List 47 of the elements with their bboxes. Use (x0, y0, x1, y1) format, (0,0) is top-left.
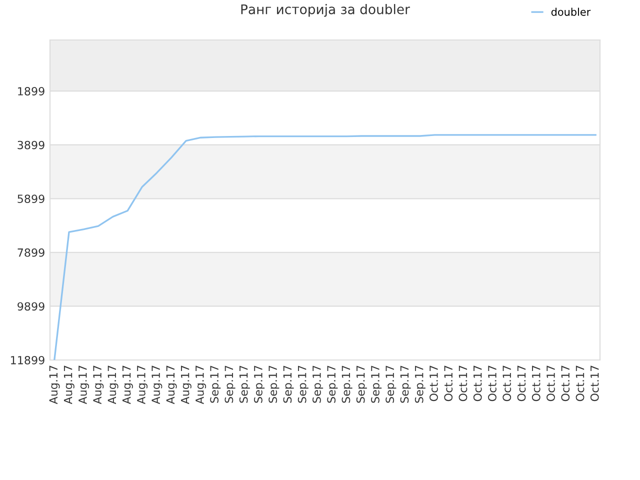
x-tick-label: Aug.17 (152, 366, 162, 404)
x-tick-label: Sep.17 (210, 366, 221, 403)
x-tick-label: Aug.17 (122, 366, 133, 404)
y-tick-label: 1899 (18, 87, 44, 96)
x-tick-label: Sep.17 (224, 366, 236, 403)
x-tick-label: Oct.17 (576, 366, 584, 402)
x-tick-label: Oct.17 (430, 366, 438, 402)
x-tick-label: Oct.17 (488, 366, 496, 402)
x-tick-label: Sep.17 (414, 366, 426, 403)
x-tick-label: Aug.17 (64, 366, 74, 404)
x-tick-label: Aug.17 (78, 366, 90, 404)
y-tick-label: 3899 (18, 140, 44, 150)
x-tick-label: Aug.17 (93, 366, 104, 404)
x-tick-label: Sep.17 (327, 366, 338, 403)
x-tick-label: Oct.17 (444, 366, 453, 402)
x-tick-label: Sep.17 (312, 366, 324, 403)
x-tick-label: Aug.17 (108, 366, 118, 404)
legend-label: doubler (551, 8, 591, 16)
x-tick-label: Oct.17 (502, 366, 512, 402)
x-tick-label: Aug.17 (49, 366, 60, 404)
x-tick-label: Sep.17 (386, 366, 396, 403)
y-tick-label: 11899 (11, 356, 44, 364)
x-tick-label: Oct.17 (458, 366, 468, 402)
x-tick-label: Oct.17 (546, 366, 555, 402)
x-tick-label: Oct.17 (561, 366, 570, 402)
line-series (54, 134, 596, 360)
x-tick-label: Sep.17 (342, 366, 352, 403)
x-tick-label: Aug.17 (137, 366, 148, 404)
x-tick-label: Sep.17 (283, 366, 294, 403)
x-tick-label: Sep.17 (356, 366, 367, 403)
x-tick-label: Sep.17 (239, 366, 250, 403)
x-tick-label: Oct.17 (517, 366, 526, 402)
x-tick-label: Sep.17 (371, 366, 382, 403)
x-tick-label: Oct.17 (590, 366, 599, 402)
x-tick-label: Oct.17 (473, 366, 482, 402)
x-tick-label: Sep.17 (268, 366, 280, 403)
x-tick-label: Oct.17 (532, 366, 540, 402)
x-tick-label: Aug.17 (196, 366, 206, 404)
x-tick-label: Aug.17 (181, 366, 192, 404)
x-tick-label: Sep.17 (298, 366, 308, 403)
x-tick-label: Sep.17 (254, 366, 265, 403)
x-tick-label: Sep.17 (400, 366, 411, 403)
chart-title: Ранг историја за doubler (241, 4, 410, 17)
y-tick-label: 5899 (18, 194, 44, 204)
y-tick-label: 9899 (18, 302, 44, 311)
y-tick-label: 7899 (18, 248, 44, 257)
x-tick-label: Aug.17 (166, 366, 177, 404)
